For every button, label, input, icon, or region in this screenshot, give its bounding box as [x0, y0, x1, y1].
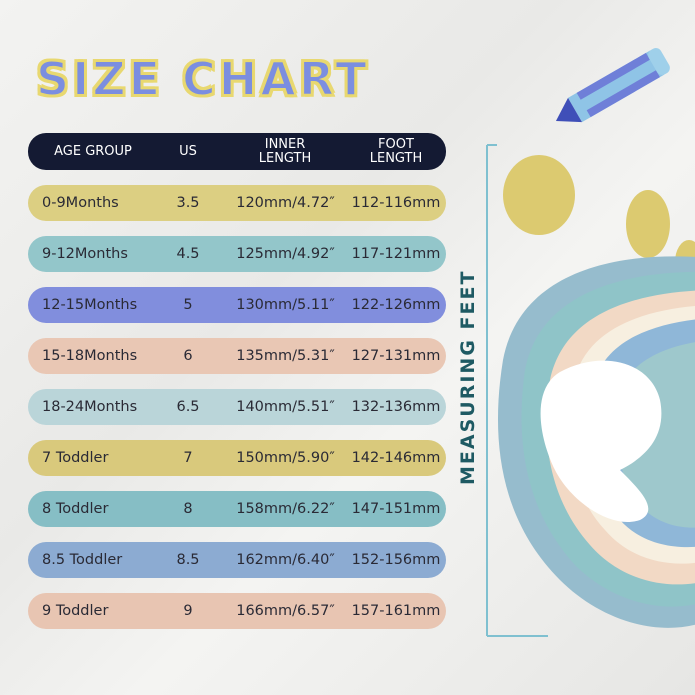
- cell-us: 3.5: [176, 195, 200, 211]
- cell-inner-length: 150mm/5.90″: [236, 450, 335, 466]
- cell-age-group: 7 Toddler: [42, 450, 109, 466]
- cell-us: 6: [183, 348, 193, 364]
- cell-foot-length: 157-161mm: [351, 603, 441, 619]
- cell-us: 6.5: [176, 399, 200, 415]
- cell-foot-length: 117-121mm: [351, 246, 441, 262]
- cell-inner-length: 158mm/6.22″: [236, 501, 335, 517]
- cell-age-group: 8 Toddler: [42, 501, 109, 517]
- table-row: 7 Toddler 7 150mm/5.90″ 142-146mm: [28, 440, 446, 476]
- header-age-group: AGE GROUP: [54, 143, 132, 159]
- cell-foot-length: 147-151mm: [351, 501, 441, 517]
- measuring-feet-label: MEASURING FEET: [457, 269, 479, 485]
- table-row: 15-18Months 6 135mm/5.31″ 127-131mm: [28, 338, 446, 374]
- cell-age-group: 15-18Months: [42, 348, 138, 364]
- table-row: 9-12Months 4.5 125mm/4.92″ 117-121mm: [28, 236, 446, 272]
- cell-us: 9: [183, 603, 193, 619]
- cell-age-group: 9 Toddler: [42, 603, 109, 619]
- cell-age-group: 8.5 Toddler: [42, 552, 123, 568]
- pencil-icon: [555, 48, 670, 123]
- cell-inner-length: 162mm/6.40″: [236, 552, 335, 568]
- cell-foot-length: 142-146mm: [351, 450, 441, 466]
- cell-age-group: 9-12Months: [42, 246, 128, 262]
- cell-inner-length: 140mm/5.51″: [236, 399, 335, 415]
- table-row: 0-9Months 3.5 120mm/4.72″ 112-116mm: [28, 185, 446, 221]
- cell-age-group: 0-9Months: [42, 195, 119, 211]
- header-us: US: [179, 143, 197, 159]
- cell-age-group: 18-24Months: [42, 399, 138, 415]
- cell-inner-length: 166mm/6.57″: [236, 603, 335, 619]
- cell-foot-length: 127-131mm: [351, 348, 441, 364]
- table-header: AGE GROUP US INNER LENGTH FOOT LENGTH: [28, 133, 446, 170]
- cell-us: 8: [183, 501, 193, 517]
- header-inner-length: INNER LENGTH: [258, 136, 312, 166]
- cell-inner-length: 130mm/5.11″: [236, 297, 335, 313]
- table-row: 12-15Months 5 130mm/5.11″ 122-126mm: [28, 287, 446, 323]
- cell-inner-length: 135mm/5.31″: [236, 348, 335, 364]
- table-row: 8 Toddler 8 158mm/6.22″ 147-151mm: [28, 491, 446, 527]
- table-row: 18-24Months 6.5 140mm/5.51″ 132-136mm: [28, 389, 446, 425]
- cell-us: 5: [183, 297, 193, 313]
- cell-age-group: 12-15Months: [42, 297, 138, 313]
- cell-us: 7: [183, 450, 193, 466]
- cell-foot-length: 152-156mm: [351, 552, 441, 568]
- cell-foot-length: 112-116mm: [351, 195, 441, 211]
- header-foot-length: FOOT LENGTH: [369, 136, 423, 166]
- page-title: SIZE CHART: [35, 51, 370, 107]
- cell-foot-length: 122-126mm: [351, 297, 441, 313]
- cell-inner-length: 120mm/4.72″: [236, 195, 335, 211]
- cell-foot-length: 132-136mm: [351, 399, 441, 415]
- table-row: 9 Toddler 9 166mm/6.57″ 157-161mm: [28, 593, 446, 629]
- table-row: 8.5 Toddler 8.5 162mm/6.40″ 152-156mm: [28, 542, 446, 578]
- cell-inner-length: 125mm/4.92″: [236, 246, 335, 262]
- cell-us: 8.5: [176, 552, 200, 568]
- cell-us: 4.5: [176, 246, 200, 262]
